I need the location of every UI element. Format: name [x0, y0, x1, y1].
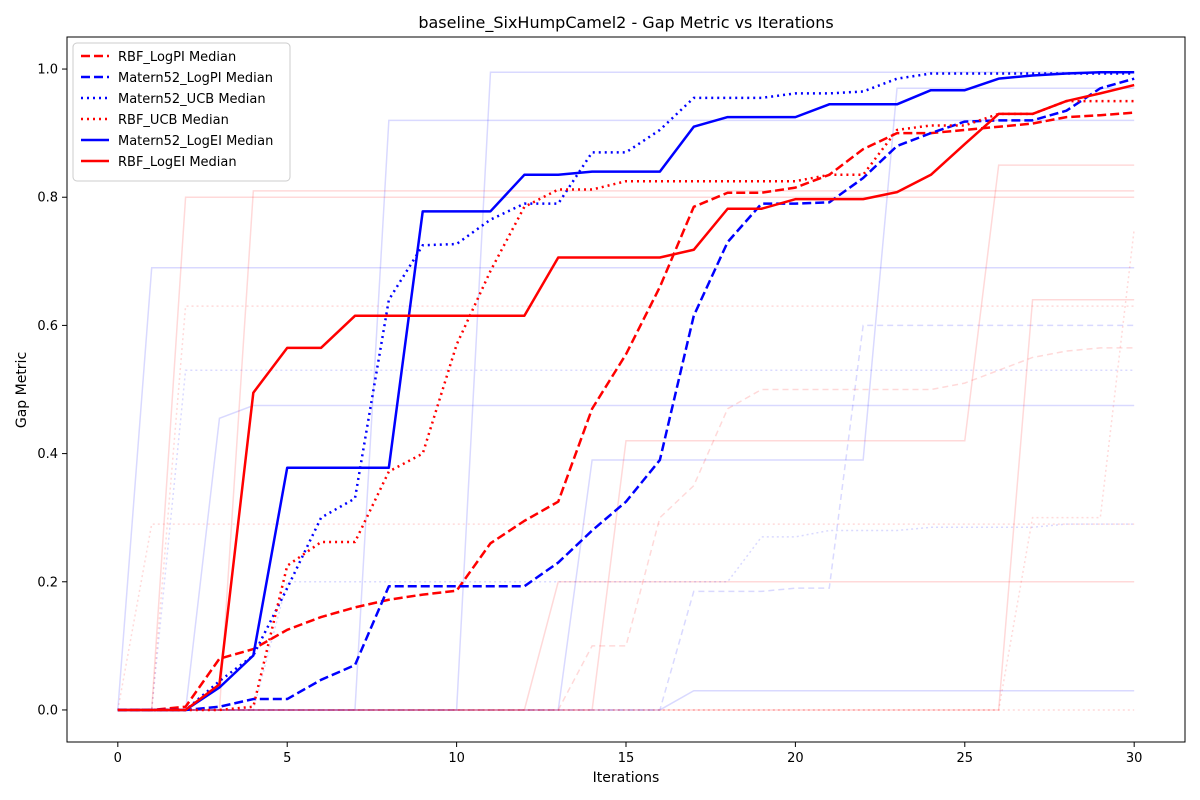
x-tick-label: 10	[448, 751, 465, 766]
individual-run-line-10	[117, 299, 1135, 711]
individual-run-line-11	[117, 164, 1135, 711]
x-tick-label: 25	[957, 751, 974, 766]
y-tick-label: 0.2	[37, 575, 58, 590]
y-axis: 0.0 0.2 0.4 0.6 0.8 1.0	[37, 63, 67, 718]
individual-run-line-16	[117, 229, 1135, 711]
x-tick-label: 15	[618, 751, 635, 766]
plot-area	[117, 71, 1135, 712]
individual-run-line-12	[117, 196, 1135, 711]
x-tick-label: 0	[114, 751, 122, 766]
y-tick-label: 0.6	[37, 319, 58, 334]
x-tick-label: 30	[1126, 751, 1143, 766]
individual-run-line-2	[117, 119, 1135, 711]
individual-run-line-5	[117, 87, 1135, 711]
individual-run-line-9	[117, 324, 1135, 711]
legend: RBF_LogPI Median Matern52_LogPI Median Mat…	[72, 42, 291, 182]
y-tick-label: 0.8	[37, 191, 58, 206]
individual-run-line-6	[117, 689, 1135, 711]
individual-run-line-1	[117, 266, 1135, 711]
series-line-matern52-logei-median	[117, 71, 1135, 712]
series-line-matern52-logpi-median	[117, 77, 1135, 712]
legend-label: Matern52_LogEI Median	[118, 134, 273, 149]
legend-label: RBF_UCB Median	[118, 113, 229, 128]
individual-run-line-17	[117, 523, 1135, 711]
legend-label: Matern52_LogPI Median	[118, 71, 273, 86]
x-tick-label: 20	[787, 751, 804, 766]
individual-run-line-3	[117, 71, 1135, 711]
y-tick-label: 0.0	[37, 703, 58, 718]
individual-run-line-18	[117, 305, 1135, 711]
individual-run-line-7	[117, 369, 1135, 711]
legend-label: Matern52_UCB Median	[118, 92, 266, 107]
series-line-rbf-logei-median	[117, 83, 1135, 712]
individual-run-line-8	[117, 523, 1135, 711]
series-line-rbf-logpi-median	[117, 111, 1135, 712]
legend-label: RBF_LogEI Median	[118, 155, 237, 170]
x-axis: 0 5 10 15 20 25 30	[114, 742, 1143, 766]
chart-title: baseline_SixHumpCamel2 - Gap Metric vs I…	[418, 13, 833, 33]
series-line-rbf-ucb-median	[117, 99, 1135, 712]
x-axis-label: Iterations	[593, 770, 660, 786]
individual-run-line-14	[117, 581, 1135, 711]
y-tick-label: 0.4	[37, 447, 58, 462]
x-tick-label: 5	[283, 751, 291, 766]
individual-run-line-13	[117, 190, 1135, 711]
y-axis-label: Gap Metric	[14, 352, 30, 428]
y-tick-label: 1.0	[37, 63, 58, 78]
individual-run-line-15	[117, 347, 1135, 711]
legend-box	[72, 42, 291, 182]
individual-run-line-4	[117, 404, 1135, 711]
legend-label: RBF_LogPI Median	[118, 50, 236, 65]
